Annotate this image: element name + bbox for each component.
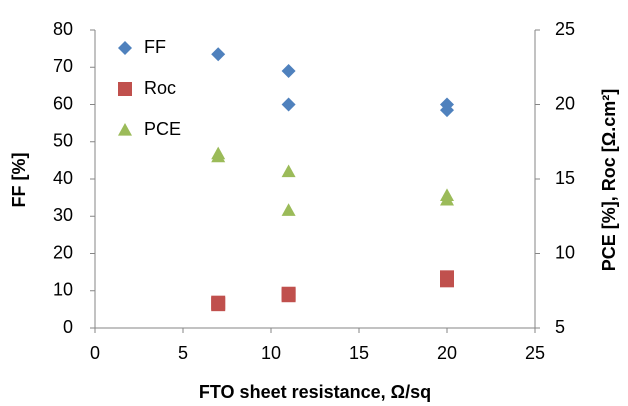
x-tick-label: 15 bbox=[349, 343, 369, 363]
y-tick-label: 40 bbox=[53, 168, 73, 188]
y2-tick-label: 5 bbox=[555, 317, 565, 337]
x-tick-label: 25 bbox=[525, 343, 545, 363]
legend-label: PCE bbox=[144, 119, 181, 139]
legend-marker bbox=[118, 41, 132, 55]
x-tick-label: 10 bbox=[261, 343, 281, 363]
y-tick-label: 20 bbox=[53, 242, 73, 262]
point bbox=[211, 47, 226, 62]
y-tick-label: 50 bbox=[53, 131, 73, 151]
x-tick-label: 20 bbox=[437, 343, 457, 363]
point bbox=[211, 149, 226, 163]
point bbox=[281, 286, 296, 301]
y2-axis-label: PCE [%], Roc [Ω.cm²] bbox=[599, 89, 619, 271]
x-tick-label: 5 bbox=[178, 343, 188, 363]
x-axis-label: FTO sheet resistance, Ω/sq bbox=[199, 382, 431, 402]
y-axis-label: FF [%] bbox=[9, 153, 29, 208]
point bbox=[281, 97, 296, 112]
point bbox=[281, 164, 296, 178]
legend-label: Roc bbox=[144, 78, 176, 98]
x-tick-label: 0 bbox=[90, 343, 100, 363]
point bbox=[440, 192, 454, 206]
legend-marker bbox=[118, 82, 132, 96]
y-tick-label: 0 bbox=[63, 317, 73, 337]
point bbox=[211, 295, 226, 310]
point bbox=[281, 63, 296, 78]
point bbox=[440, 103, 454, 118]
y2-tick-label: 25 bbox=[555, 19, 575, 39]
y-tick-label: 60 bbox=[53, 93, 73, 113]
y-tick-label: 80 bbox=[53, 19, 73, 39]
point bbox=[281, 203, 296, 216]
y-tick-label: 30 bbox=[53, 205, 73, 225]
y2-tick-label: 10 bbox=[555, 242, 575, 262]
legend-marker bbox=[118, 123, 132, 136]
y2-tick-label: 15 bbox=[555, 168, 575, 188]
y-tick-label: 70 bbox=[53, 56, 73, 76]
y2-tick-label: 20 bbox=[555, 93, 575, 113]
y-tick-label: 10 bbox=[53, 280, 73, 300]
legend-label: FF bbox=[144, 37, 166, 57]
point bbox=[440, 270, 454, 285]
